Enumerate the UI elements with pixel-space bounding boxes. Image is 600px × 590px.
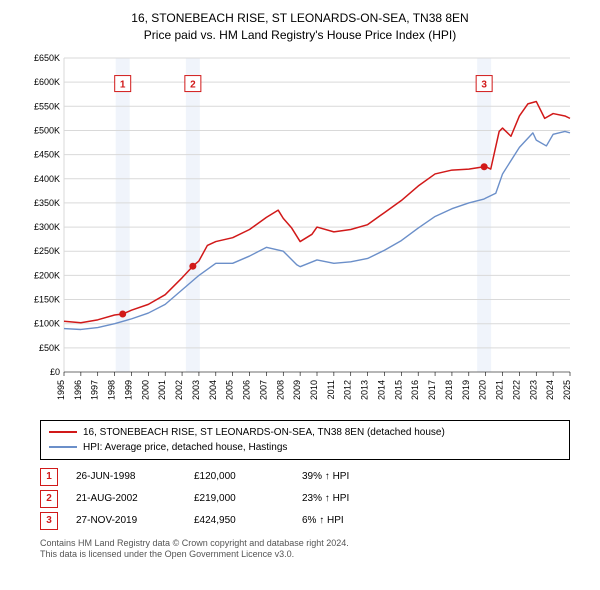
svg-text:2016: 2016 — [410, 380, 420, 400]
sale-price: £424,950 — [194, 515, 284, 526]
legend-item: HPI: Average price, detached house, Hast… — [49, 440, 561, 455]
legend: 16, STONEBEACH RISE, ST LEONARDS-ON-SEA,… — [40, 420, 570, 460]
svg-text:£450K: £450K — [34, 149, 60, 159]
sale-flag-icon: 3 — [40, 512, 58, 530]
chart-container: £0 £50K £100K £150K £200K £250K £300K £350K £400… — [20, 52, 580, 412]
table-row: 3 27-NOV-2019 £424,950 6% ↑ HPI — [40, 510, 570, 532]
sale-date: 21-AUG-2002 — [76, 493, 176, 504]
svg-text:2014: 2014 — [376, 380, 386, 400]
sale-diff: 39% ↑ HPI — [302, 471, 402, 482]
svg-text:2007: 2007 — [258, 380, 268, 400]
svg-text:1998: 1998 — [107, 380, 117, 400]
svg-text:£50K: £50K — [39, 342, 60, 352]
svg-text:£350K: £350K — [34, 198, 60, 208]
svg-text:2008: 2008 — [275, 380, 285, 400]
footer-line1: Contains HM Land Registry data © Crown c… — [40, 538, 570, 550]
svg-text:£650K: £650K — [34, 53, 60, 63]
svg-text:2005: 2005 — [225, 380, 235, 400]
price-chart: £0 £50K £100K £150K £200K £250K £300K £350K £400… — [20, 52, 580, 412]
svg-text:1: 1 — [120, 79, 126, 90]
svg-text:£600K: £600K — [34, 77, 60, 87]
svg-text:1997: 1997 — [90, 380, 100, 400]
svg-text:2010: 2010 — [309, 380, 319, 400]
legend-label: 16, STONEBEACH RISE, ST LEONARDS-ON-SEA,… — [83, 425, 445, 440]
svg-text:2003: 2003 — [191, 380, 201, 400]
sale-flag-icon: 2 — [40, 490, 58, 508]
attribution-footer: Contains HM Land Registry data © Crown c… — [40, 538, 570, 561]
svg-text:2017: 2017 — [427, 380, 437, 400]
sale-date: 27-NOV-2019 — [76, 515, 176, 526]
chart-title-block: 16, STONEBEACH RISE, ST LEONARDS-ON-SEA,… — [10, 10, 590, 44]
svg-text:2023: 2023 — [528, 380, 538, 400]
sale-flag-icon: 1 — [40, 468, 58, 486]
svg-text:£250K: £250K — [34, 246, 60, 256]
sale-diff: 6% ↑ HPI — [302, 515, 402, 526]
svg-text:2013: 2013 — [360, 380, 370, 400]
sale-price: £120,000 — [194, 471, 284, 482]
svg-text:£100K: £100K — [34, 318, 60, 328]
svg-text:2020: 2020 — [478, 380, 488, 400]
legend-swatch — [49, 431, 77, 433]
svg-text:2018: 2018 — [444, 380, 454, 400]
svg-text:2021: 2021 — [495, 380, 505, 400]
svg-text:£150K: £150K — [34, 294, 60, 304]
svg-text:2022: 2022 — [511, 380, 521, 400]
svg-text:2015: 2015 — [393, 380, 403, 400]
legend-item: 16, STONEBEACH RISE, ST LEONARDS-ON-SEA,… — [49, 425, 561, 440]
svg-text:1999: 1999 — [123, 380, 133, 400]
svg-text:£200K: £200K — [34, 270, 60, 280]
svg-text:2012: 2012 — [343, 380, 353, 400]
sale-date: 26-JUN-1998 — [76, 471, 176, 482]
svg-text:£300K: £300K — [34, 222, 60, 232]
svg-text:2025: 2025 — [562, 380, 572, 400]
svg-text:2001: 2001 — [157, 380, 167, 400]
sales-table: 1 26-JUN-1998 £120,000 39% ↑ HPI 2 21-AU… — [40, 466, 570, 532]
title-line1: 16, STONEBEACH RISE, ST LEONARDS-ON-SEA,… — [10, 10, 590, 27]
svg-text:2019: 2019 — [461, 380, 471, 400]
table-row: 2 21-AUG-2002 £219,000 23% ↑ HPI — [40, 488, 570, 510]
svg-text:3: 3 — [481, 79, 487, 90]
footer-line2: This data is licensed under the Open Gov… — [40, 549, 570, 561]
svg-text:2011: 2011 — [326, 380, 336, 399]
svg-text:2024: 2024 — [545, 380, 555, 400]
svg-text:2006: 2006 — [242, 380, 252, 400]
svg-text:2004: 2004 — [208, 380, 218, 400]
sale-diff: 23% ↑ HPI — [302, 493, 402, 504]
svg-text:2000: 2000 — [140, 380, 150, 400]
sale-price: £219,000 — [194, 493, 284, 504]
svg-text:£550K: £550K — [34, 101, 60, 111]
title-line2: Price paid vs. HM Land Registry's House … — [10, 27, 590, 44]
table-row: 1 26-JUN-1998 £120,000 39% ↑ HPI — [40, 466, 570, 488]
legend-swatch — [49, 446, 77, 448]
svg-text:£0: £0 — [50, 367, 60, 377]
svg-text:£500K: £500K — [34, 125, 60, 135]
svg-text:2: 2 — [190, 79, 196, 90]
svg-text:2009: 2009 — [292, 380, 302, 400]
svg-text:2002: 2002 — [174, 380, 184, 400]
svg-text:1995: 1995 — [56, 380, 66, 400]
legend-label: HPI: Average price, detached house, Hast… — [83, 440, 287, 455]
svg-text:£400K: £400K — [34, 173, 60, 183]
svg-text:1996: 1996 — [73, 380, 83, 400]
